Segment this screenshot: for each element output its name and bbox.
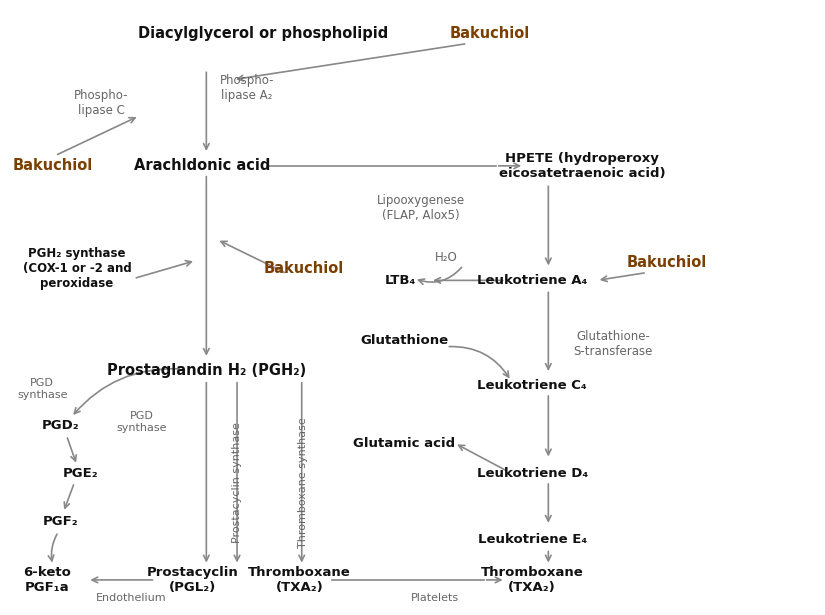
Text: PGD
synthase: PGD synthase — [17, 378, 68, 400]
Text: Prostaglandin H₂ (PGH₂): Prostaglandin H₂ (PGH₂) — [106, 363, 306, 378]
Text: Diacylglycerol or phospholipid: Diacylglycerol or phospholipid — [138, 26, 388, 41]
Text: Arachldonic acid: Arachldonic acid — [134, 159, 271, 173]
Text: Platelets: Platelets — [411, 593, 460, 603]
Text: Thromboxane synthase: Thromboxane synthase — [299, 417, 309, 548]
Text: PGD
synthase: PGD synthase — [116, 411, 167, 433]
Text: Bakuchiol: Bakuchiol — [449, 26, 530, 41]
Text: Lipooxygenese
(FLAP, Alox5): Lipooxygenese (FLAP, Alox5) — [376, 194, 464, 222]
Text: Bakuchiol: Bakuchiol — [627, 255, 707, 270]
Text: Prostacyclin
(PGL₂): Prostacyclin (PGL₂) — [147, 566, 238, 594]
Text: Phospho-
lipase C: Phospho- lipase C — [74, 89, 129, 117]
Text: Leukotriene A₄: Leukotriene A₄ — [477, 274, 587, 287]
Text: Bakuchiol: Bakuchiol — [12, 159, 93, 173]
Text: Phospho-
lipase A₂: Phospho- lipase A₂ — [219, 74, 274, 101]
Text: Thromboxane
(TXA₂): Thromboxane (TXA₂) — [481, 566, 583, 594]
Text: Leukotriene C₄: Leukotriene C₄ — [478, 379, 587, 392]
Text: 6-keto
PGF₁a: 6-keto PGF₁a — [23, 566, 71, 594]
Text: PGE₂: PGE₂ — [64, 467, 99, 480]
Text: Prostacyclin synthase: Prostacyclin synthase — [232, 422, 242, 542]
Text: PGF₂: PGF₂ — [43, 515, 78, 528]
Text: Glutathione-
S-transferase: Glutathione- S-transferase — [573, 330, 653, 358]
Text: Glutathione: Glutathione — [361, 334, 449, 347]
Text: Bakuchiol: Bakuchiol — [263, 261, 343, 276]
Text: Endothelium: Endothelium — [96, 593, 167, 603]
Text: PGH₂ synthase
(COX-1 or -2 and
peroxidase: PGH₂ synthase (COX-1 or -2 and peroxidas… — [22, 247, 131, 290]
Text: PGD₂: PGD₂ — [42, 419, 80, 432]
Text: H₂O: H₂O — [435, 251, 458, 264]
Text: HPETE (hydroperoxy
eicosatetraenoic acid): HPETE (hydroperoxy eicosatetraenoic acid… — [499, 152, 666, 180]
Text: Leukotriene E₄: Leukotriene E₄ — [478, 533, 587, 546]
Text: Glutamic acid: Glutamic acid — [353, 437, 455, 450]
Text: Thromboxane
(TXA₂): Thromboxane (TXA₂) — [248, 566, 351, 594]
Text: LTB₄: LTB₄ — [384, 274, 416, 287]
Text: Leukotriene D₄: Leukotriene D₄ — [477, 467, 587, 480]
